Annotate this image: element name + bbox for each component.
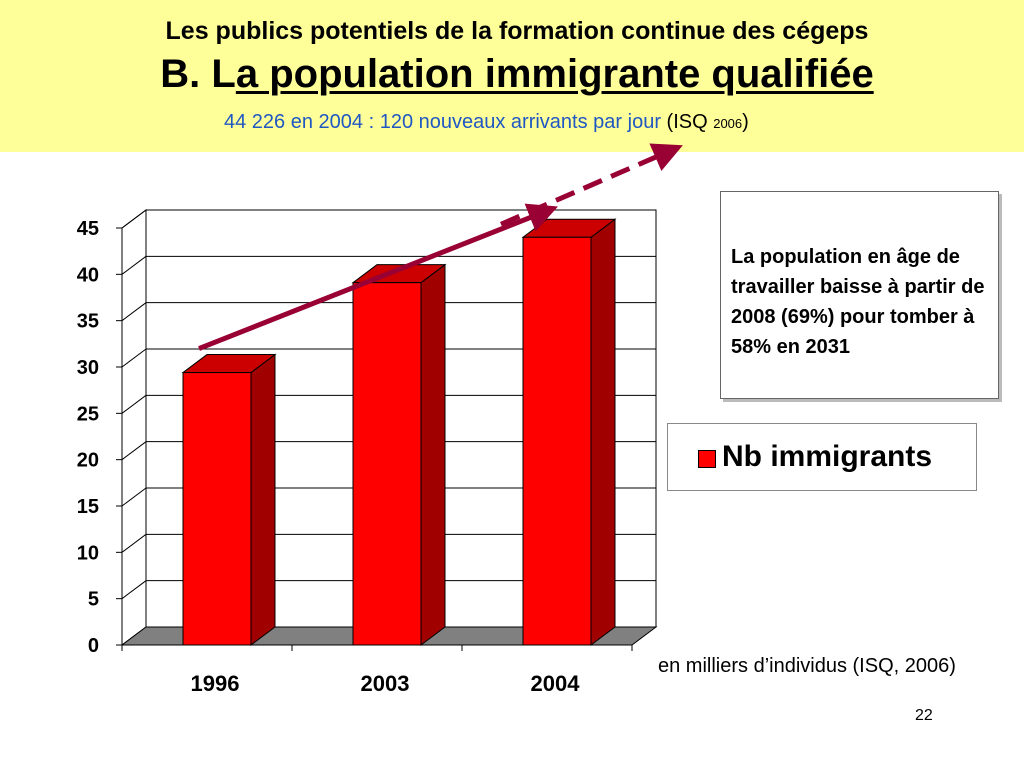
gridline-side [121,580,147,600]
x-tick-label: 1996 [191,671,240,696]
bar-side [590,218,616,646]
heading-prefix: B. L [160,52,236,96]
subtitle-source: (ISQ [660,111,714,133]
slide-subtitle: 44 226 en 2004 : 120 nouveaux arrivants … [224,111,749,134]
subtitle-source-close: ) [742,111,749,133]
bar-front [522,236,592,646]
y-tick-label: 45 [77,218,99,240]
x-tick-label: 2004 [531,671,581,696]
legend-swatch [698,450,716,468]
subtitle-statistic: 44 226 en 2004 : 120 nouveaux arrivants … [224,111,661,133]
x-tick-label: 2003 [361,671,410,696]
gridline-side [121,394,147,414]
bar-front [352,282,422,646]
gridline-side [121,487,147,507]
chart-legend: Nb immigrants [667,423,977,491]
legend-label: Nb immigrants [722,440,933,473]
gridline-side [121,302,147,322]
bar-side [250,353,276,646]
page-number: 22 [915,707,933,724]
annotation-text: La population en âge de travailler baiss… [731,246,985,358]
y-tick-label: 15 [77,496,99,518]
gridline-side [121,209,147,229]
bar-1996 [181,353,277,646]
bar-2003 [351,263,447,646]
chart-side-wall [121,209,147,646]
subtitle-source-year: 2006 [713,116,743,131]
y-tick-label: 30 [77,357,99,379]
bar-front [182,372,252,646]
trend-arrow [198,203,558,351]
y-tick-label: 10 [77,542,99,564]
bar-2004 [521,218,617,646]
y-tick-label: 20 [77,450,99,472]
slide-heading: B. La population immigrante qualifiée [0,52,1024,97]
y-tick-label: 40 [77,264,99,286]
y-tick-label: 25 [77,403,99,425]
gridline-side [121,441,147,461]
gridline-side [121,348,147,368]
unit-note: en milliers d’individus (ISQ, 2006) [658,655,956,677]
title-banner [0,0,1024,152]
slide-title: Les publics potentiels de la formation c… [165,17,869,45]
y-tick-label: 35 [77,311,99,333]
y-tick-label: 5 [88,589,99,611]
gridline-side [121,255,147,275]
annotation-box: La population en âge de travailler baiss… [720,191,999,399]
y-tick-label: 0 [88,635,99,657]
projection-arrow [500,143,683,227]
bar-side [420,263,446,646]
heading-underlined: a population immigrante qualifiée [235,52,874,96]
gridline-side [121,533,147,553]
